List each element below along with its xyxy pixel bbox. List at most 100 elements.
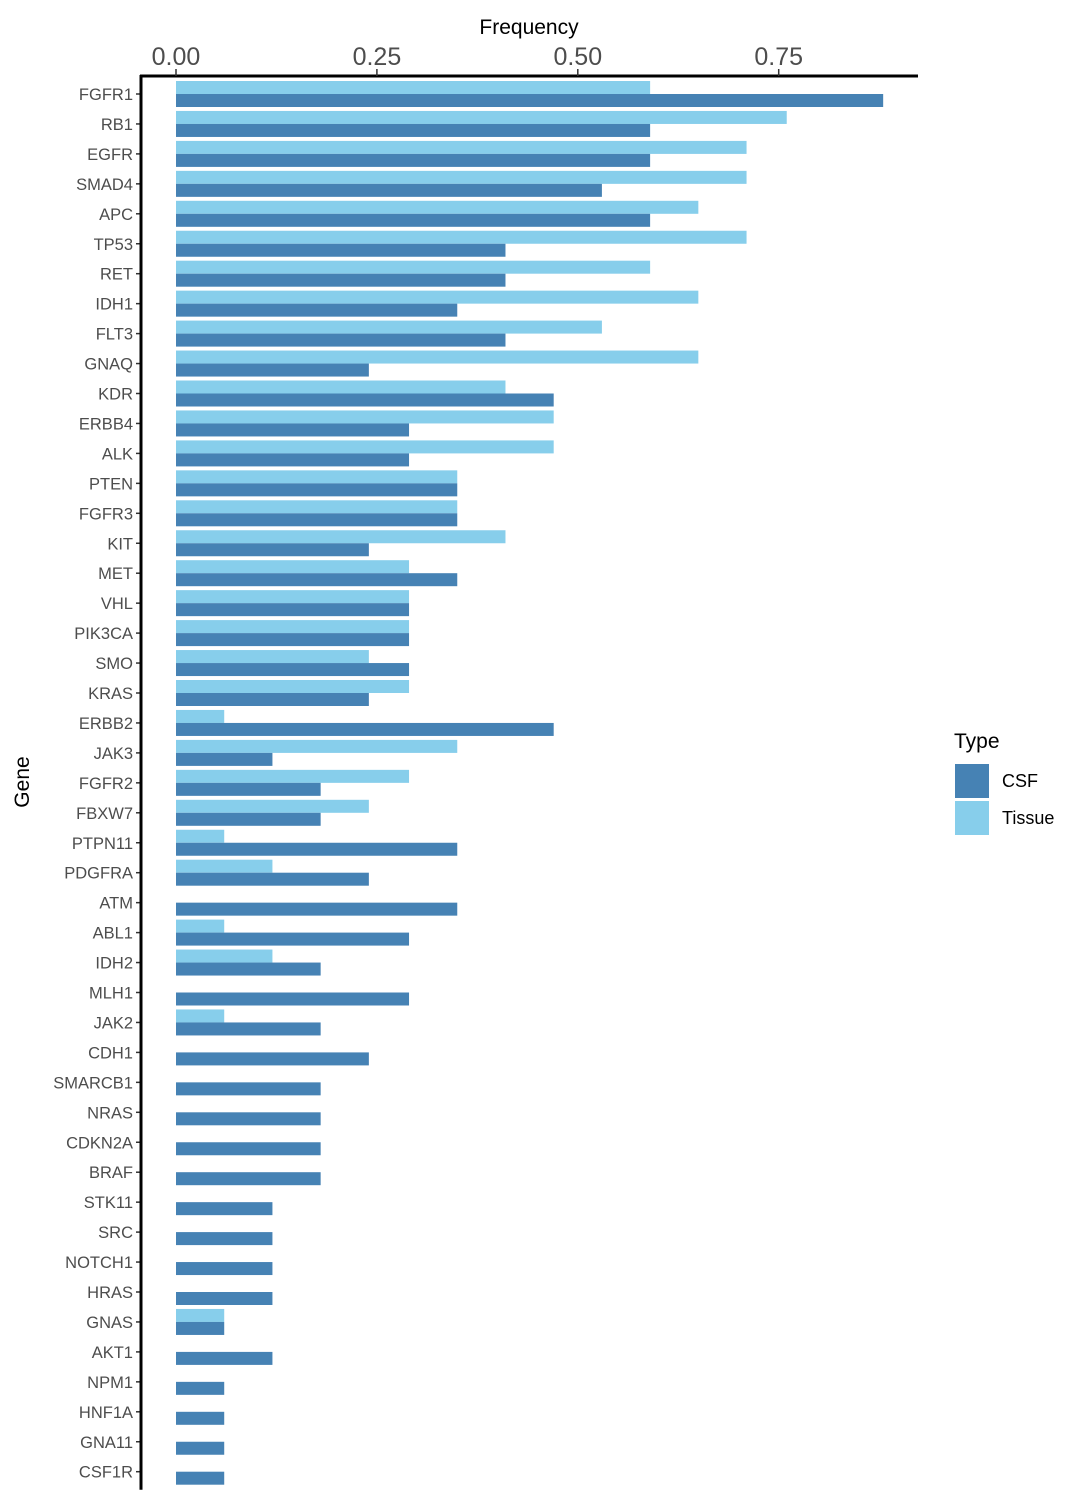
y-tick-label: STK11 bbox=[84, 1194, 133, 1212]
y-tick-label: PTPN11 bbox=[72, 835, 133, 853]
bar-csf-vhl bbox=[176, 603, 410, 617]
y-tick-label: PDGFRA bbox=[64, 865, 133, 883]
y-tick-label: SMAD4 bbox=[76, 176, 133, 194]
y-axis-title: Gene bbox=[11, 756, 34, 807]
bar-csf-smad4 bbox=[176, 183, 602, 197]
bar-csf-apc bbox=[176, 213, 651, 227]
y-tick-label: ATM bbox=[99, 895, 133, 913]
y-tick-label: SMARCB1 bbox=[53, 1074, 133, 1092]
legend-swatch-csf bbox=[955, 764, 989, 798]
bar-csf-met bbox=[176, 573, 458, 587]
bar-csf-ret bbox=[176, 273, 506, 287]
legend-title: Type bbox=[954, 730, 1000, 753]
y-tick-label: JAK3 bbox=[94, 745, 133, 763]
y-tick-label: APC bbox=[99, 206, 133, 224]
bar-tissue-egfr bbox=[176, 140, 747, 154]
y-tick-label: NOTCH1 bbox=[65, 1254, 133, 1272]
bar-csf-akt1 bbox=[176, 1351, 273, 1365]
bar-tissue-jak3 bbox=[176, 739, 458, 753]
bar-tissue-vhl bbox=[176, 590, 410, 604]
y-tick-label: HRAS bbox=[87, 1284, 133, 1302]
bar-csf-cdkn2a bbox=[176, 1142, 321, 1156]
bar-csf-fgfr3 bbox=[176, 513, 458, 527]
y-tick-label: IDH1 bbox=[95, 296, 133, 314]
bar-csf-smo bbox=[176, 663, 410, 677]
bar-csf-nras bbox=[176, 1112, 321, 1126]
bar-csf-src bbox=[176, 1232, 273, 1246]
bar-tissue-pten bbox=[176, 470, 458, 484]
bar-csf-abl1 bbox=[176, 932, 410, 946]
bar-tissue-apc bbox=[176, 200, 699, 214]
y-tick-label: EGFR bbox=[87, 146, 133, 164]
bar-group bbox=[176, 81, 884, 1485]
y-tick-label: NRAS bbox=[87, 1104, 133, 1122]
bar-tissue-ret bbox=[176, 260, 651, 274]
y-tick-label: FGFR2 bbox=[79, 775, 133, 793]
bar-tissue-flt3 bbox=[176, 320, 602, 334]
y-tick-label: SRC bbox=[98, 1224, 133, 1242]
bar-tissue-idh2 bbox=[176, 949, 273, 963]
bar-csf-fgfr1 bbox=[176, 94, 884, 107]
y-tick-label: HNF1A bbox=[79, 1404, 133, 1422]
bar-csf-fgfr2 bbox=[176, 782, 321, 796]
x-tick-label: 0.75 bbox=[754, 43, 803, 71]
bar-csf-braf bbox=[176, 1172, 321, 1186]
y-tick-label: NPM1 bbox=[87, 1374, 133, 1392]
x-axis: 0.00 0.25 0.50 0.75 bbox=[140, 43, 918, 78]
bar-tissue-kdr bbox=[176, 380, 506, 394]
x-tick-label: 0.00 bbox=[152, 43, 201, 71]
bar-csf-kit bbox=[176, 543, 369, 557]
y-tick-label: GNAQ bbox=[84, 356, 133, 374]
bar-tissue-idh1 bbox=[176, 290, 699, 304]
y-tick-label: ERBB4 bbox=[79, 415, 133, 433]
bar-tissue-kit bbox=[176, 530, 506, 544]
bar-csf-kras bbox=[176, 693, 369, 706]
bar-tissue-fbxw7 bbox=[176, 799, 369, 813]
bar-csf-notch1 bbox=[176, 1262, 273, 1276]
bar-csf-erbb2 bbox=[176, 722, 554, 736]
bar-tissue-fgfr3 bbox=[176, 500, 458, 514]
bar-tissue-gnas bbox=[176, 1308, 225, 1322]
y-tick-label: IDH2 bbox=[95, 955, 133, 973]
bar-csf-gnas bbox=[176, 1321, 225, 1335]
bar-csf-kdr bbox=[176, 393, 554, 407]
y-tick-label: CDKN2A bbox=[66, 1134, 133, 1152]
bar-csf-pik3ca bbox=[176, 633, 410, 647]
bar-tissue-met bbox=[176, 560, 410, 574]
bar-csf-stk11 bbox=[176, 1202, 273, 1216]
y-tick-label: PTEN bbox=[89, 475, 133, 493]
bar-csf-mlh1 bbox=[176, 992, 410, 1006]
bar-tissue-ptpn11 bbox=[176, 829, 225, 843]
bar-csf-alk bbox=[176, 453, 410, 467]
y-tick-label: MET bbox=[98, 565, 133, 583]
legend-swatch-tissue bbox=[955, 801, 989, 835]
y-tick-label: VHL bbox=[101, 595, 133, 613]
bar-tissue-fgfr2 bbox=[176, 769, 410, 783]
y-tick-label: FLT3 bbox=[96, 326, 133, 344]
y-tick-label: KIT bbox=[107, 535, 133, 553]
bar-csf-pten bbox=[176, 483, 458, 497]
bar-csf-hras bbox=[176, 1292, 273, 1305]
bar-csf-rb1 bbox=[176, 123, 651, 137]
legend: Type CSF Tissue bbox=[954, 730, 1054, 835]
y-tick-label: RET bbox=[100, 266, 133, 284]
bar-csf-idh2 bbox=[176, 962, 321, 976]
bar-csf-hnf1a bbox=[176, 1411, 225, 1425]
bar-tissue-smo bbox=[176, 650, 369, 664]
bar-tissue-tp53 bbox=[176, 230, 747, 244]
y-tick-label: FGFR3 bbox=[79, 505, 133, 523]
y-tick-label: JAK2 bbox=[94, 1014, 133, 1032]
y-tick-label: GNA11 bbox=[80, 1434, 133, 1452]
bar-tissue-abl1 bbox=[176, 919, 225, 933]
y-tick-label: GNAS bbox=[86, 1314, 133, 1332]
bar-csf-npm1 bbox=[176, 1381, 225, 1395]
bar-csf-flt3 bbox=[176, 333, 506, 347]
y-tick-label: RB1 bbox=[101, 116, 133, 134]
y-tick-label: KRAS bbox=[88, 685, 133, 703]
bar-csf-ptpn11 bbox=[176, 842, 458, 856]
y-tick-label: ABL1 bbox=[93, 925, 133, 943]
y-tick-label: SMO bbox=[95, 655, 133, 673]
bar-csf-fbxw7 bbox=[176, 812, 321, 826]
bar-csf-gna11 bbox=[176, 1441, 225, 1455]
